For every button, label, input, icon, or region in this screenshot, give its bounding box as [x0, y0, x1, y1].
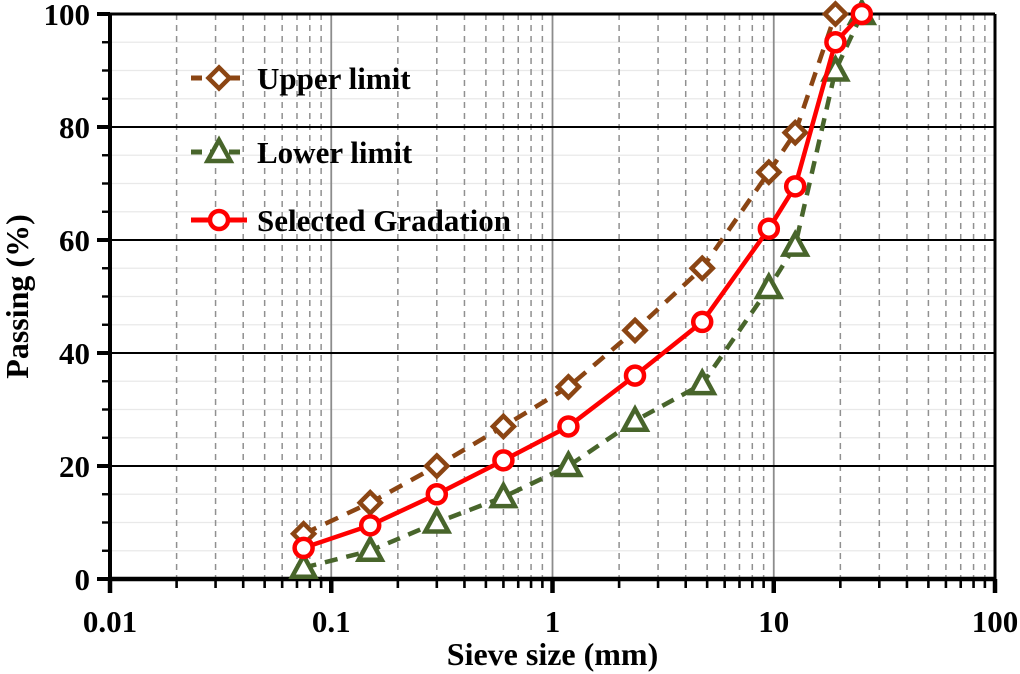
- x-axis-title: Sieve size (mm): [447, 636, 658, 672]
- horizontal-major-gridlines: [110, 126, 995, 467]
- y-tick-label: 40: [59, 336, 90, 371]
- circle-marker: [850, 2, 874, 26]
- series-upper-limit: [289, 0, 850, 548]
- legend-item-lower-limit: Lower limit: [191, 135, 413, 170]
- circle-marker: [292, 536, 315, 560]
- y-axis-title: Passing (%): [0, 214, 35, 378]
- diamond-marker: [423, 452, 451, 480]
- triangle-marker: [288, 551, 319, 579]
- circle-marker: [783, 175, 807, 198]
- diamond-marker: [489, 412, 518, 441]
- x-tick-labels: 0.01 0.1 1 10 100: [83, 604, 1018, 639]
- triangle-marker: [553, 449, 584, 478]
- diamond-marker: [356, 489, 384, 517]
- y-tick-label: 100: [44, 0, 91, 32]
- triangle-marker: [686, 367, 718, 396]
- tick-marks: [97, 12, 998, 593]
- diamond-marker: [205, 64, 233, 92]
- triangle-marker: [488, 480, 519, 509]
- triangle-marker: [753, 271, 785, 300]
- x-tick-label: 0.01: [83, 604, 137, 639]
- y-tick-label: 0: [75, 562, 91, 597]
- series-selected-gradation: [292, 2, 874, 560]
- y-tick-labels: 0 20 40 60 80 100: [44, 0, 91, 597]
- circle-marker: [623, 364, 647, 387]
- legend-item-upper-limit: Upper limit: [191, 61, 411, 96]
- x-tick-label: 100: [972, 604, 1019, 639]
- legend-label: Selected Gradation: [257, 203, 511, 238]
- circle-marker: [557, 415, 580, 438]
- circle-marker: [824, 31, 847, 54]
- series-line: [302, 13, 838, 536]
- triangle-marker: [619, 404, 651, 433]
- circle-marker: [358, 514, 382, 537]
- circle-marker: [492, 449, 515, 472]
- triangle-marker: [779, 228, 811, 257]
- circle-marker: [425, 483, 449, 506]
- legend-label: Lower limit: [257, 135, 413, 170]
- triangle-marker: [203, 135, 235, 164]
- circle-marker: [207, 208, 231, 232]
- y-tick-label: 60: [59, 223, 90, 258]
- diamond-marker: [621, 316, 649, 345]
- diamond-marker: [688, 254, 716, 282]
- legend-label: Upper limit: [257, 61, 411, 96]
- diamond-marker: [755, 158, 783, 186]
- diamond-marker: [821, 0, 850, 28]
- diamond-marker: [554, 373, 583, 401]
- diamond-marker: [781, 118, 809, 147]
- triangle-marker: [354, 534, 386, 562]
- x-tick-label: 0.1: [312, 604, 351, 639]
- x-tick-label: 1: [545, 604, 561, 639]
- y-tick-label: 80: [59, 110, 90, 145]
- circle-marker: [690, 310, 714, 334]
- series-lower-limit: [288, 0, 878, 579]
- y-tick-label: 20: [59, 449, 90, 484]
- legend-item-selected-gradation: Selected Gradation: [191, 203, 511, 238]
- circle-marker: [757, 217, 781, 240]
- legend: Upper limit Lower limit Selected Gradation: [191, 61, 511, 238]
- triangle-marker: [421, 505, 453, 534]
- x-tick-label: 10: [758, 604, 789, 639]
